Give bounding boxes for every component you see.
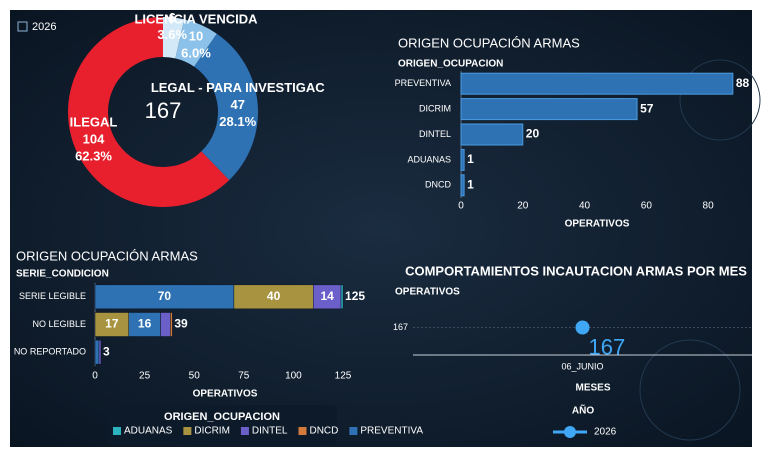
- point: [575, 320, 590, 335]
- bar-segment: [170, 312, 173, 337]
- slice-name: LICENCIA VENCIDA: [134, 11, 258, 26]
- x-tick-label: 75: [238, 371, 250, 382]
- slice-value: 10: [189, 28, 203, 43]
- bar-segment: [313, 284, 342, 310]
- segment-label: 40: [267, 289, 281, 303]
- legend-swatch: [349, 427, 358, 435]
- x-axis-label: OPERATIVOS: [193, 389, 258, 400]
- legend-swatch: [17, 21, 28, 32]
- legend-label: 2026: [594, 427, 617, 438]
- bar: [460, 174, 465, 197]
- slice-name: ILEGAL: [70, 115, 118, 130]
- legend-swatch: [298, 427, 307, 435]
- legend-title: ORIGEN_OCUPACION: [164, 411, 280, 423]
- decor: [639, 339, 741, 441]
- x-tick-label: 0: [458, 201, 464, 212]
- bar: [460, 123, 524, 146]
- slice-value: 47: [230, 97, 244, 112]
- slice-value: 104: [83, 132, 105, 147]
- x-axis-label: MESES: [575, 383, 610, 394]
- legend-label: ADUANAS: [124, 426, 173, 437]
- y-tick-label: DINTEL: [419, 129, 451, 139]
- slice-name: LEGAL - PARA INVESTIGAC: [151, 80, 325, 95]
- x-tick-label: 20: [517, 201, 529, 212]
- y-tick-label: SERIE LEGIBLE: [19, 291, 86, 301]
- legend-label: DNCD: [309, 426, 338, 437]
- segment-label: 14: [320, 289, 334, 303]
- donut-total: 167: [145, 98, 182, 123]
- slice-name: ROBADA: [144, 0, 202, 8]
- donut-slice: [163, 17, 185, 59]
- y-axis-label: OPERATIVOS: [395, 287, 460, 298]
- total-label: 125: [345, 289, 365, 303]
- bar-value: 1: [467, 152, 474, 166]
- slice-percent: 28.1%: [219, 114, 256, 129]
- line-title: COMPORTAMIENTOS INCAUTACION ARMAS POR ME…: [405, 263, 747, 278]
- y-tick-label: PREVENTIVA: [395, 78, 451, 88]
- y-axis-label: ORIGEN_OCUPACION: [398, 59, 503, 70]
- bar-value: 57: [640, 101, 654, 115]
- y-tick-label: DICRIM: [419, 103, 451, 113]
- legend-label: DICRIM: [194, 426, 230, 437]
- slice-percent: 6.0%: [181, 45, 211, 60]
- x-tick-label: 125: [335, 371, 352, 382]
- total-label: 39: [174, 317, 188, 331]
- x-tick-label: 50: [189, 371, 201, 382]
- bar-value: 1: [467, 177, 474, 191]
- donut-slice: [68, 17, 230, 207]
- x-axis-label: OPERATIVOS: [565, 219, 630, 230]
- x-tick-label: 100: [285, 371, 302, 382]
- point-label: 167: [589, 334, 626, 359]
- y-tick-label: DNCD: [425, 180, 451, 190]
- bar-title: ORIGEN OCUPACIÓN ARMAS: [398, 35, 580, 50]
- bar-segment: [128, 312, 161, 337]
- x-tick-label: 40: [579, 201, 591, 212]
- slice-percent: 62.3%: [75, 149, 112, 164]
- segment-label: 16: [138, 317, 152, 331]
- y-axis-label: SERIE_CONDICION: [16, 269, 109, 280]
- x-tick-label: 06_JUNIO: [561, 361, 603, 371]
- bar: [460, 148, 465, 171]
- legend-swatch: [113, 427, 121, 435]
- slice-percent: 3.6%: [157, 27, 187, 42]
- y-tick-label: 167: [393, 322, 408, 332]
- segment-label: 70: [158, 289, 172, 303]
- legend-label: PREVENTIVA: [360, 426, 423, 437]
- legend-label: DINTEL: [252, 426, 288, 437]
- y-tick-label: ADUANAS: [407, 154, 451, 164]
- stack-title: ORIGEN OCUPACIÓN ARMAS: [16, 248, 198, 263]
- bar-segment: [340, 284, 344, 310]
- bar-value: 20: [526, 127, 540, 141]
- x-tick-label: 60: [641, 201, 653, 212]
- x-tick-label: 25: [139, 371, 151, 382]
- bar-segment: [94, 312, 129, 337]
- legend-marker: [564, 426, 576, 438]
- donut-slice: [175, 19, 217, 67]
- legend-swatch: [240, 427, 249, 435]
- bar-segment: [98, 339, 102, 365]
- legend-box: [108, 405, 337, 445]
- bar-segment: [94, 339, 100, 365]
- total-label: 3: [103, 344, 110, 358]
- bar-segment: [94, 284, 235, 310]
- segment-label: 17: [105, 317, 119, 331]
- y-tick-label: NO LEGIBLE: [32, 319, 86, 329]
- x-tick-label: 80: [703, 201, 715, 212]
- bar: [460, 98, 638, 121]
- decor: [679, 59, 761, 141]
- slice-value: 6: [169, 10, 176, 25]
- legend-label: 2026: [32, 21, 56, 33]
- legend-title: AÑO: [572, 404, 594, 417]
- bar-segment: [233, 284, 314, 310]
- y-tick-label: NO REPORTADO: [14, 347, 86, 357]
- bar: [460, 72, 734, 95]
- legend-swatch: [183, 427, 192, 435]
- bar-value: 88: [736, 76, 750, 90]
- x-tick-label: 0: [92, 371, 98, 382]
- bar-segment: [160, 312, 171, 337]
- donut-slice: [194, 33, 259, 181]
